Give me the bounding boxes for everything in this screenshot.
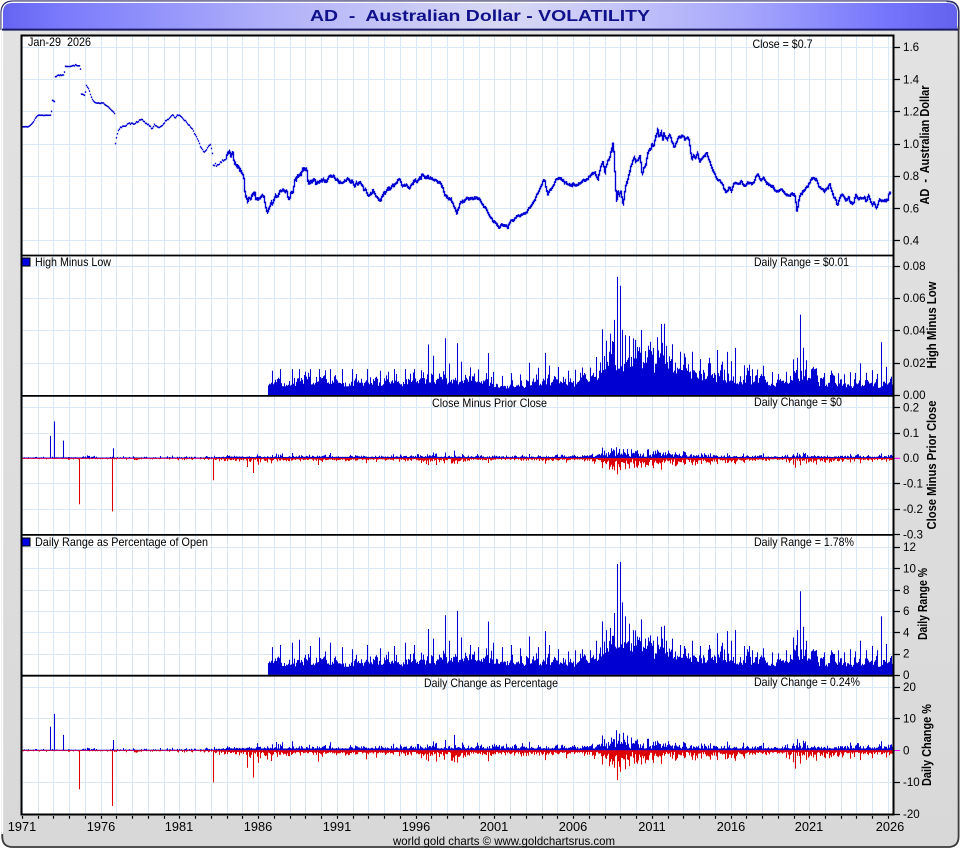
- svg-text:2006: 2006: [559, 819, 587, 834]
- svg-text:2026: 2026: [876, 819, 904, 834]
- svg-text:1.2: 1.2: [903, 106, 919, 119]
- svg-text:8: 8: [903, 584, 909, 597]
- svg-text:1971: 1971: [8, 819, 36, 834]
- svg-text:-0.3: -0.3: [903, 528, 923, 541]
- svg-text:10: 10: [903, 713, 916, 726]
- svg-text:0: 0: [903, 744, 909, 757]
- svg-text:1.0: 1.0: [903, 138, 919, 151]
- svg-text:AD - Australian Dollar: AD - Australian Dollar: [918, 85, 932, 204]
- svg-text:0: 0: [903, 669, 909, 682]
- svg-text:6: 6: [903, 605, 909, 618]
- svg-text:0.02: 0.02: [903, 357, 926, 370]
- svg-text:High Minus Low: High Minus Low: [925, 281, 939, 368]
- svg-text:2: 2: [903, 648, 909, 661]
- svg-text:Daily Range %: Daily Range %: [916, 568, 930, 640]
- svg-text:20: 20: [903, 681, 916, 694]
- svg-text:-10: -10: [903, 776, 920, 789]
- svg-text:Daily Change = $0: Daily Change = $0: [754, 395, 842, 409]
- svg-text:0.1: 0.1: [903, 427, 919, 440]
- svg-text:Daily Change as Percentage: Daily Change as Percentage: [424, 676, 558, 690]
- svg-text:0.06: 0.06: [903, 292, 926, 305]
- svg-text:AD - Australian Dollar - VOL: AD - Australian Dollar - VOLATILITY: [310, 8, 650, 25]
- svg-text:2021: 2021: [795, 819, 823, 834]
- svg-text:High Minus Low: High Minus Low: [35, 255, 111, 269]
- svg-text:1986: 1986: [244, 819, 272, 834]
- svg-text:12: 12: [903, 541, 916, 554]
- svg-text:Jan-29 2026: Jan-29 2026: [28, 35, 91, 49]
- svg-text:1976: 1976: [87, 819, 115, 834]
- svg-text:0.4: 0.4: [903, 235, 920, 248]
- svg-text:Daily Change = 0.24%: Daily Change = 0.24%: [754, 675, 860, 689]
- svg-text:0.8: 0.8: [903, 170, 919, 183]
- svg-text:0.2: 0.2: [903, 401, 919, 414]
- svg-text:0.04: 0.04: [903, 325, 926, 338]
- svg-text:world gold charts © www.goldch: world gold charts © www.goldchartsrus.co…: [392, 834, 615, 848]
- svg-text:0.08: 0.08: [903, 260, 926, 273]
- svg-text:Close Minus Prior Close: Close Minus Prior Close: [925, 400, 939, 529]
- svg-text:Daily Range as Percentage of O: Daily Range as Percentage of Open: [35, 535, 208, 549]
- svg-text:Daily Range = 1.78%: Daily Range = 1.78%: [754, 535, 854, 549]
- svg-text:4: 4: [903, 626, 910, 639]
- svg-text:1.6: 1.6: [903, 41, 919, 54]
- svg-text:1981: 1981: [165, 819, 193, 834]
- svg-text:-0.1: -0.1: [903, 478, 923, 491]
- svg-text:1991: 1991: [323, 819, 351, 834]
- svg-text:Daily Change %: Daily Change %: [920, 704, 934, 786]
- svg-text:-0.2: -0.2: [903, 503, 923, 516]
- svg-text:0.0: 0.0: [903, 452, 919, 465]
- svg-text:2001: 2001: [480, 819, 508, 834]
- svg-text:Close = $0.7: Close = $0.7: [753, 37, 813, 51]
- svg-text:-20: -20: [903, 808, 920, 821]
- svg-text:Daily Range = $0.01: Daily Range = $0.01: [754, 255, 849, 269]
- svg-text:Close Minus Prior Close: Close Minus Prior Close: [432, 396, 547, 410]
- svg-text:0.00: 0.00: [903, 389, 926, 402]
- svg-text:1.4: 1.4: [903, 73, 920, 86]
- svg-text:2016: 2016: [717, 819, 745, 834]
- svg-text:2011: 2011: [638, 819, 666, 834]
- svg-text:1996: 1996: [402, 819, 430, 834]
- svg-text:10: 10: [903, 563, 916, 576]
- svg-text:0.6: 0.6: [903, 202, 919, 215]
